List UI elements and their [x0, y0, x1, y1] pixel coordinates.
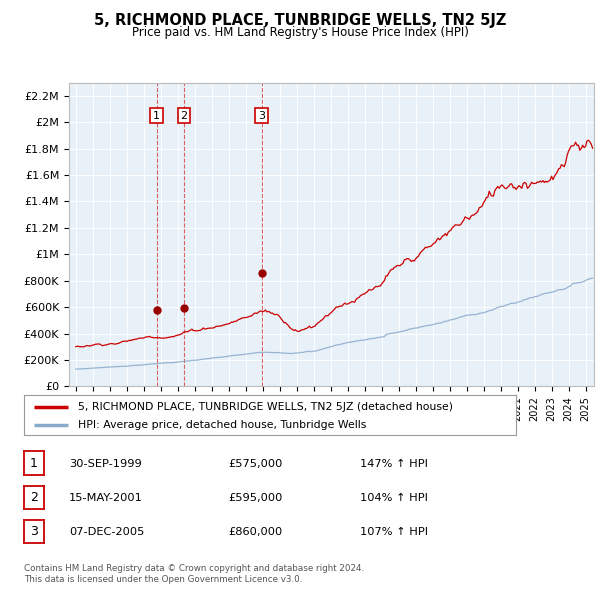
Text: £595,000: £595,000	[228, 493, 283, 503]
Text: £575,000: £575,000	[228, 459, 283, 468]
Text: 1: 1	[153, 111, 160, 120]
Text: 30-SEP-1999: 30-SEP-1999	[69, 459, 142, 468]
Text: HPI: Average price, detached house, Tunbridge Wells: HPI: Average price, detached house, Tunb…	[78, 421, 367, 430]
Text: Contains HM Land Registry data © Crown copyright and database right 2024.: Contains HM Land Registry data © Crown c…	[24, 565, 364, 573]
Text: 5, RICHMOND PLACE, TUNBRIDGE WELLS, TN2 5JZ: 5, RICHMOND PLACE, TUNBRIDGE WELLS, TN2 …	[94, 13, 506, 28]
Text: 107% ↑ HPI: 107% ↑ HPI	[360, 527, 428, 537]
Text: 3: 3	[30, 525, 38, 538]
Text: 147% ↑ HPI: 147% ↑ HPI	[360, 459, 428, 468]
Text: This data is licensed under the Open Government Licence v3.0.: This data is licensed under the Open Gov…	[24, 575, 302, 584]
Text: 2: 2	[30, 491, 38, 504]
Text: 1: 1	[30, 457, 38, 470]
Text: £860,000: £860,000	[228, 527, 282, 537]
Text: 104% ↑ HPI: 104% ↑ HPI	[360, 493, 428, 503]
Text: 3: 3	[258, 111, 265, 120]
Text: 2: 2	[181, 111, 188, 120]
Text: 07-DEC-2005: 07-DEC-2005	[69, 527, 145, 537]
Text: Price paid vs. HM Land Registry's House Price Index (HPI): Price paid vs. HM Land Registry's House …	[131, 26, 469, 39]
Text: 5, RICHMOND PLACE, TUNBRIDGE WELLS, TN2 5JZ (detached house): 5, RICHMOND PLACE, TUNBRIDGE WELLS, TN2 …	[78, 402, 453, 412]
Text: 15-MAY-2001: 15-MAY-2001	[69, 493, 143, 503]
